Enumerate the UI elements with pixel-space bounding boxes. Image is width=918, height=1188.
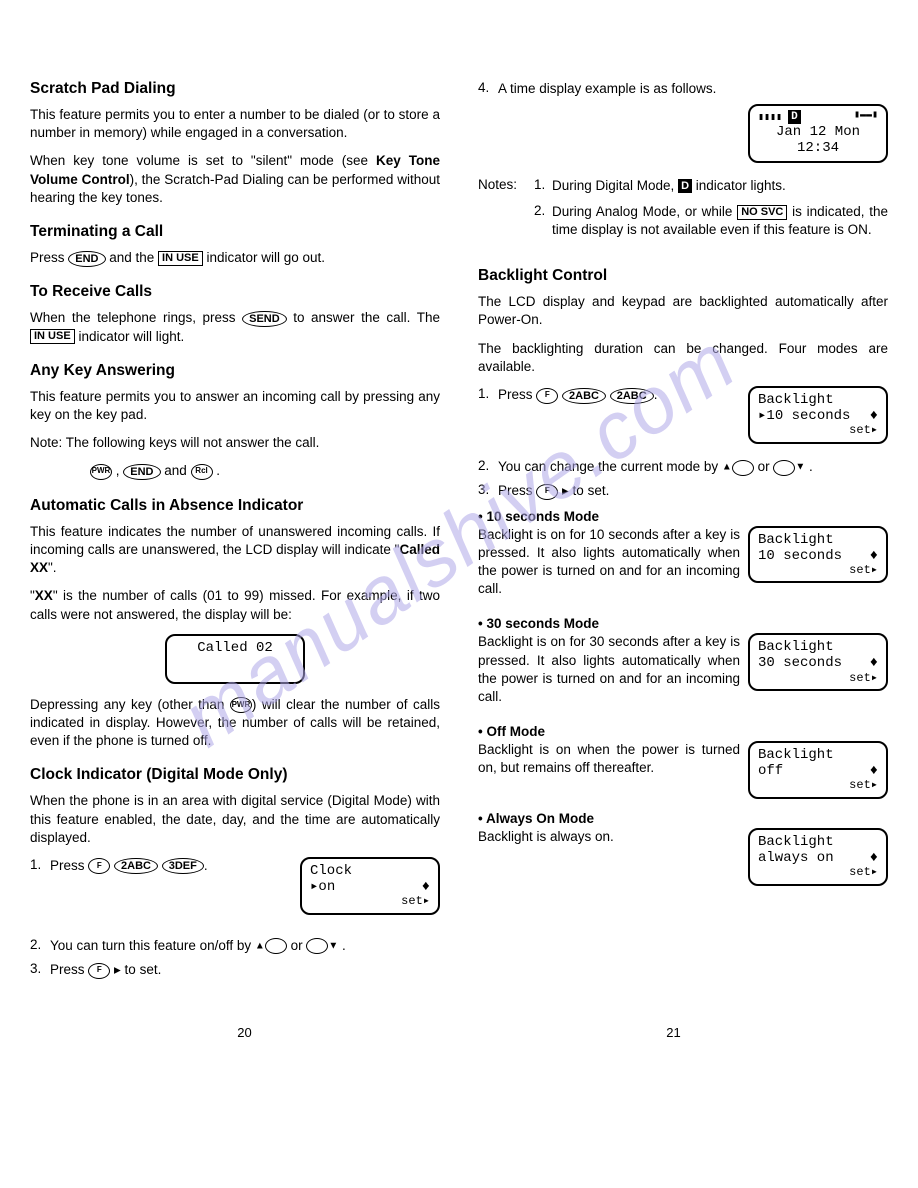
- backlight-step-1: 1. Press F 2ABC 2ABC.: [478, 386, 740, 404]
- clock-step-2: 2. You can turn this feature on/off by ▲…: [30, 937, 440, 955]
- key-2-icon: 2ABC: [562, 388, 606, 404]
- nosvc-indicator-icon: NO SVC: [737, 205, 787, 220]
- up-key-icon: [732, 460, 754, 476]
- rcl-key-icon: Rcl: [191, 464, 213, 480]
- lcd-called: Called 02: [165, 634, 305, 684]
- page-footer: 20 21: [30, 1025, 888, 1040]
- page-number-left: 20: [237, 1025, 251, 1040]
- right-column: 4. A time display example is as follows.…: [478, 80, 888, 985]
- para-receive: When the telephone rings, press SEND to …: [30, 309, 440, 345]
- backlight-step-2: 2. You can change the current mode by ▲ …: [478, 458, 888, 476]
- para-anykey-note: Note: The following keys will not answer…: [30, 434, 440, 452]
- mode-30s-title: • 30 seconds Mode: [478, 616, 888, 631]
- end-key-icon: END: [68, 251, 105, 267]
- lcd-backlight-menu: Backlight ▸10 seconds♦ set▸: [748, 386, 888, 444]
- battery-icon: ▮▬▬▮: [854, 110, 878, 124]
- key-3-icon: 3DEF: [162, 858, 204, 874]
- clock-step-1: 1. Press F 2ABC 3DEF.: [30, 857, 292, 875]
- clock-step-3: 3. Press F ▸ to set.: [30, 961, 440, 979]
- f-key-icon: F: [88, 963, 110, 979]
- mode-10s-title: • 10 seconds Mode: [478, 509, 888, 524]
- inuse-indicator-icon: IN USE: [30, 329, 75, 344]
- heading-auto-absence: Automatic Calls in Absence Indicator: [30, 497, 440, 515]
- d-indicator-icon: D: [788, 110, 801, 124]
- para-clock-1: When the phone is in an area with digita…: [30, 792, 440, 847]
- left-column: Scratch Pad Dialing This feature permits…: [30, 80, 440, 985]
- lcd-30s: Backlight 30 seconds♦ set▸: [748, 633, 888, 691]
- down-key-icon: [306, 938, 328, 954]
- lcd-clock: Clock ▸on♦ set▸: [300, 857, 440, 915]
- clock-step-4: 4. A time display example is as follows.: [478, 80, 888, 98]
- mode-off-title: • Off Mode: [478, 724, 888, 739]
- heading-terminating: Terminating a Call: [30, 223, 440, 241]
- para-anykey-1: This feature permits you to answer an in…: [30, 388, 440, 424]
- down-key-icon: [773, 460, 795, 476]
- send-key-icon: SEND: [242, 311, 287, 327]
- para-scratch-2: When key tone volume is set to "silent" …: [30, 152, 440, 207]
- key-2-icon: 2ABC: [610, 388, 654, 404]
- f-key-icon: F: [536, 388, 558, 404]
- para-backlight-2: The backlighting duration can be changed…: [478, 340, 888, 376]
- para-terminating: Press END and the IN USE indicator will …: [30, 249, 440, 267]
- lcd-always: Backlight always on ♦ set▸: [748, 828, 888, 886]
- backlight-step-3: 3. Press F ▸ to set.: [478, 482, 888, 500]
- para-backlight-1: The LCD display and keypad are backlight…: [478, 293, 888, 329]
- heading-clock: Clock Indicator (Digital Mode Only): [30, 766, 440, 784]
- mode-always-title: • Always On Mode: [478, 811, 888, 826]
- inuse-indicator-icon: IN USE: [158, 251, 203, 266]
- page-columns: Scratch Pad Dialing This feature permits…: [30, 80, 888, 985]
- f-key-icon: F: [536, 484, 558, 500]
- pwr-key-icon: PWR: [230, 697, 252, 713]
- heading-backlight: Backlight Control: [478, 267, 888, 285]
- page-number-right: 21: [666, 1025, 680, 1040]
- heading-receive: To Receive Calls: [30, 283, 440, 301]
- end-key-icon: END: [123, 464, 160, 480]
- lcd-10s: Backlight 10 seconds♦ set▸: [748, 526, 888, 584]
- lcd-time-example: ▮▮▮▮ D ▮▬▬▮ Jan 12 Mon 12:34: [748, 104, 888, 162]
- f-key-icon: F: [88, 858, 110, 874]
- para-auto-1: This feature indicates the number of una…: [30, 523, 440, 578]
- heading-scratch-pad: Scratch Pad Dialing: [30, 80, 440, 98]
- time-note-1: Notes: 1. During Digital Mode, D indicat…: [478, 177, 888, 195]
- key-2-icon: 2ABC: [114, 858, 158, 874]
- para-auto-2: "XX" is the number of calls (01 to 99) m…: [30, 587, 440, 623]
- pwr-key-icon: PWR: [90, 464, 112, 480]
- time-note-2: 2. During Analog Mode, or while NO SVC i…: [478, 203, 888, 239]
- lcd-off: Backlight off♦ set▸: [748, 741, 888, 799]
- d-indicator-icon: D: [678, 179, 692, 193]
- para-scratch-1: This feature permits you to enter a numb…: [30, 106, 440, 142]
- heading-anykey: Any Key Answering: [30, 362, 440, 380]
- para-auto-3: Depressing any key (other than PWR) will…: [30, 696, 440, 751]
- anykey-keys: PWR , END and Rcl .: [30, 462, 440, 480]
- up-key-icon: [265, 938, 287, 954]
